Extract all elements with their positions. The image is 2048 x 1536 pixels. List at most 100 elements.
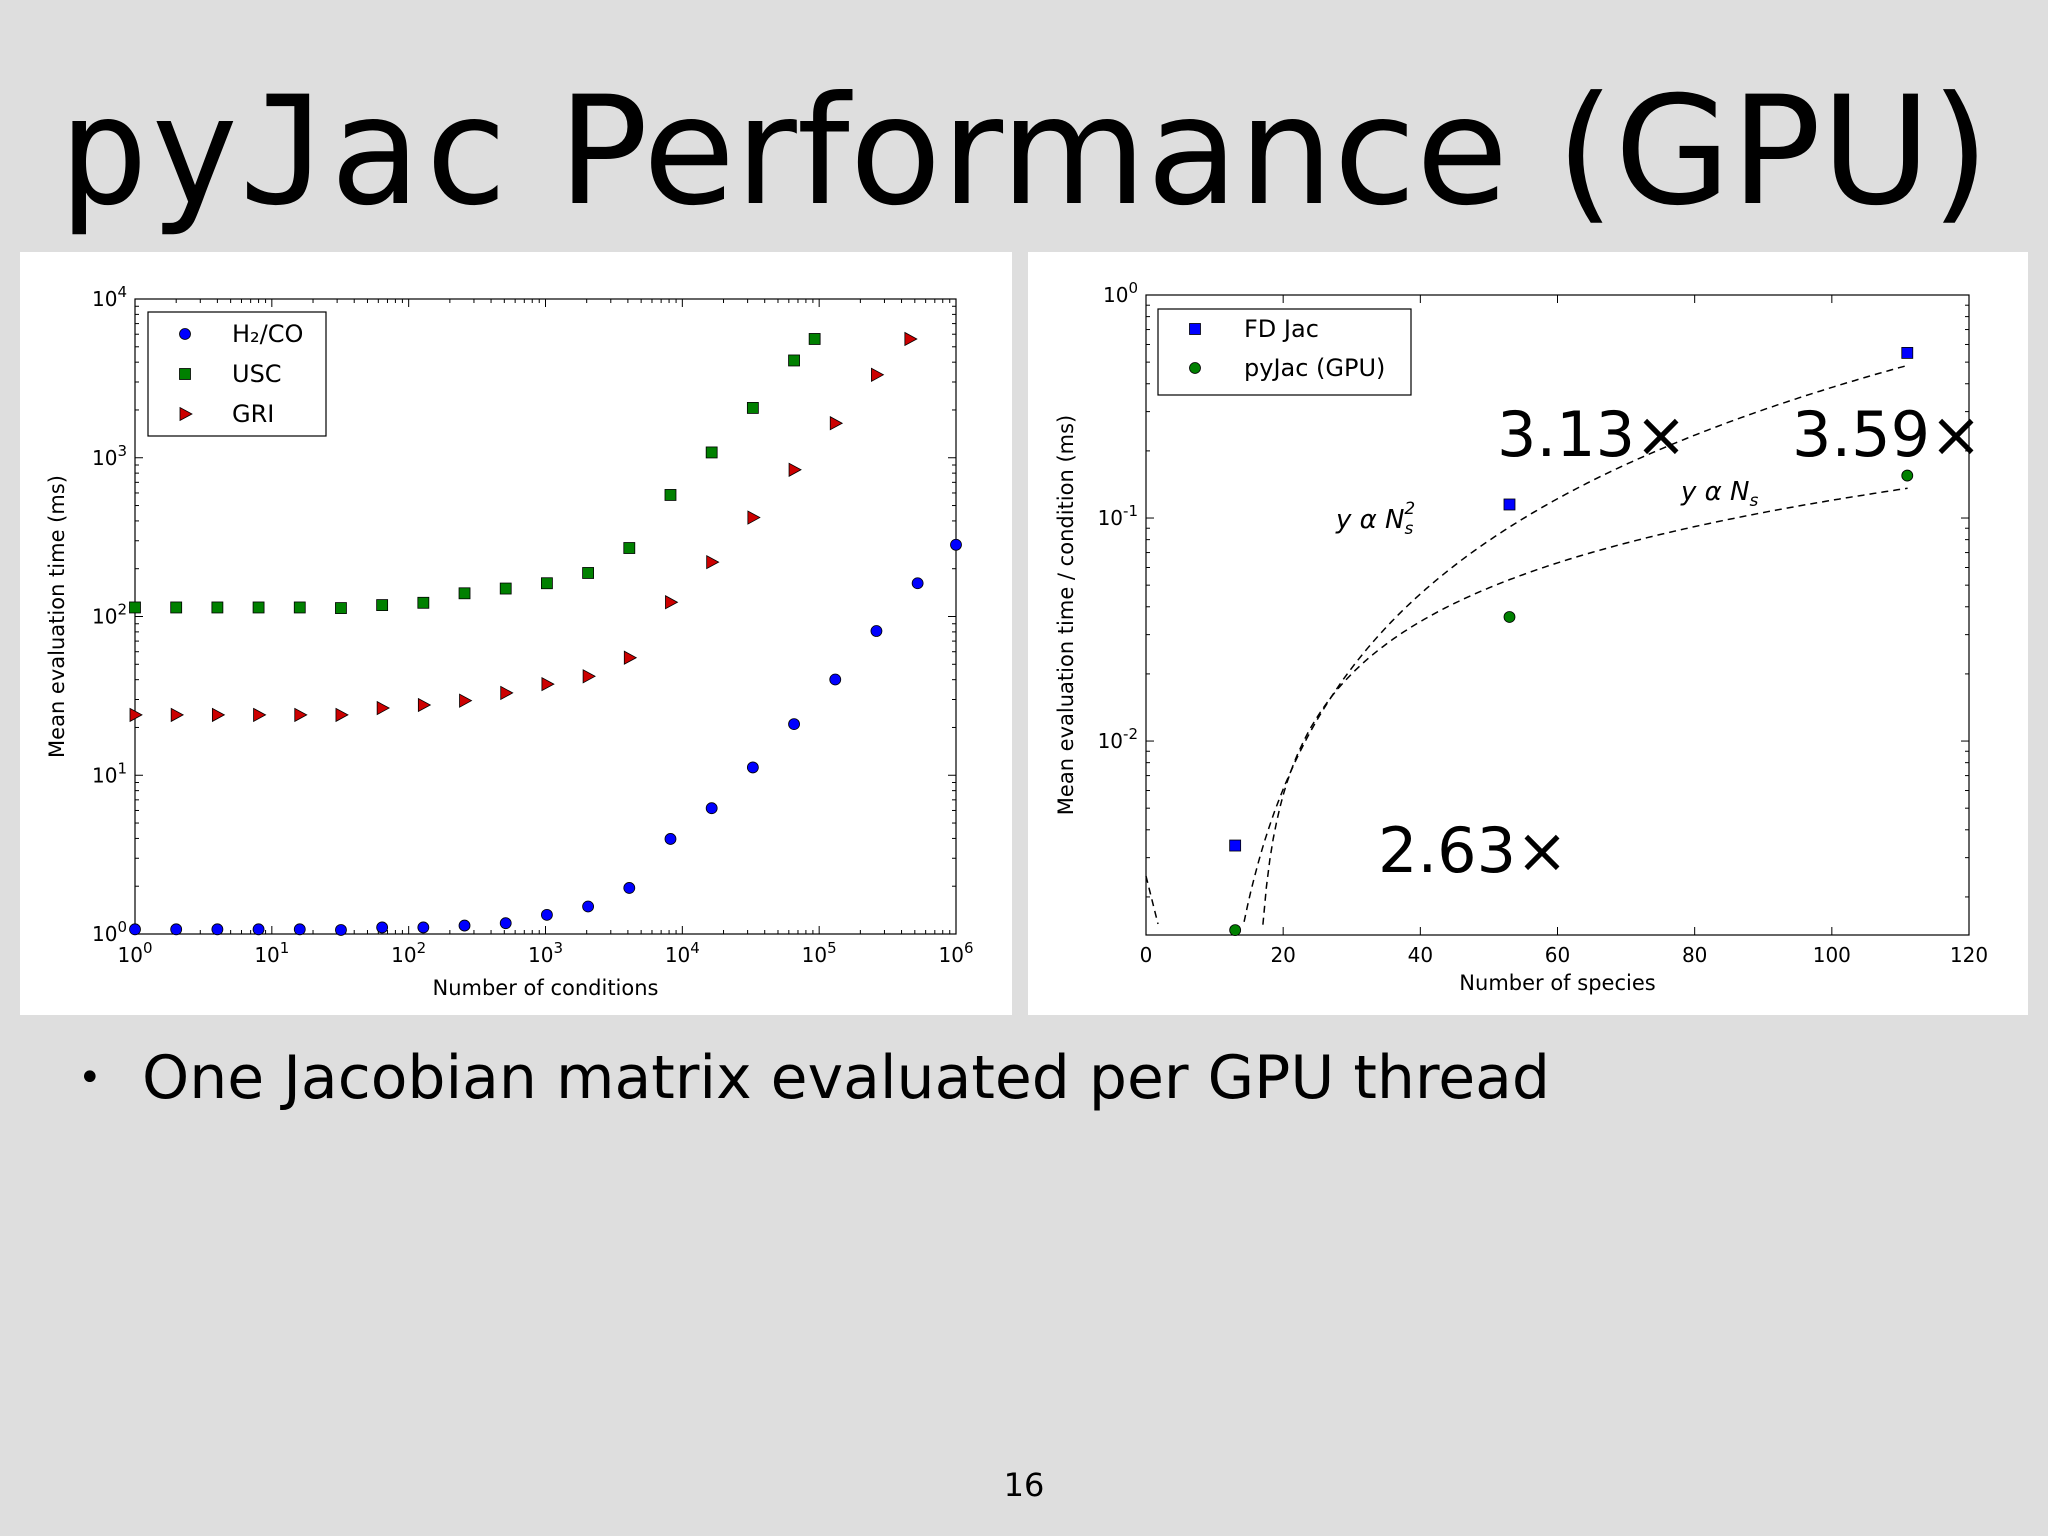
chart-panel-species: 0 20 40 60 80 100 120 100 10-1 10-2 Number of spec… — [1028, 252, 2028, 1015]
y-tick-label: 101 — [92, 759, 127, 787]
slide-title-code: pyJac — [58, 65, 511, 239]
data-point — [129, 601, 141, 614]
x-tick-label: 100 — [118, 939, 153, 967]
x-tick-label: 103 — [528, 939, 563, 967]
data-point — [335, 707, 349, 723]
x-axis-label: Number of conditions — [433, 976, 659, 1000]
data-point — [747, 510, 761, 525]
data-point — [417, 921, 430, 934]
x-tick-label: 105 — [802, 939, 837, 967]
data-point — [665, 595, 679, 610]
data-point — [904, 331, 918, 347]
data-point — [376, 700, 390, 716]
data-point — [293, 923, 306, 936]
data-point — [499, 917, 512, 930]
data-point — [664, 833, 677, 845]
legend-marker — [179, 368, 191, 380]
chart-conditions: 100 101 102 103 104 105 106100101102103104Numb… — [45, 283, 974, 1000]
data-point — [829, 673, 842, 686]
plot-markers — [129, 331, 962, 936]
data-point — [1229, 839, 1242, 852]
speedup-annotation: 3.13× — [1497, 398, 1687, 471]
x-tick-label: 102 — [391, 939, 426, 967]
data-point — [788, 718, 800, 730]
data-point — [417, 697, 432, 713]
y-tick-label: 100 — [1103, 279, 1138, 307]
y-tick-label: 10-2 — [1098, 725, 1138, 753]
fit-label-quadratic: y α Ns2 — [1335, 499, 1415, 539]
legend-marker — [1189, 362, 1201, 374]
x-tick-label: 80 — [1682, 943, 1707, 967]
fit-line-linear — [1262, 487, 1908, 925]
data-point — [541, 577, 553, 590]
legend-label: pyJac (GPU) — [1244, 354, 1385, 382]
data-point — [582, 900, 595, 913]
data-point — [129, 923, 141, 936]
legend-marker — [179, 406, 193, 422]
bullet-dot-icon: • — [78, 1055, 102, 1101]
data-point — [376, 921, 389, 934]
data-point — [211, 601, 224, 614]
data-point — [1901, 469, 1914, 482]
speedup-annotation: 2.63× — [1378, 814, 1568, 887]
x-tick-label: 106 — [939, 939, 974, 967]
y-tick-label: 103 — [92, 442, 127, 470]
y-tick-label: 10-1 — [1098, 502, 1138, 530]
legend-label: USC — [232, 360, 282, 388]
chart-species: 0 20 40 60 80 100 120 100 10-1 10-2 Number of spec… — [1054, 279, 1988, 995]
plot-markers — [1229, 347, 1914, 937]
slide-title-text: Performance (GPU) — [510, 65, 1990, 239]
data-point — [1503, 498, 1516, 511]
x-tick-label: 104 — [665, 939, 700, 967]
data-point — [582, 669, 596, 684]
data-point — [253, 707, 267, 723]
y-tick-label: 102 — [92, 601, 127, 629]
legend-label: FD Jac — [1244, 315, 1319, 343]
legend: H₂/CO USC GRI — [147, 311, 327, 437]
data-point — [705, 446, 718, 459]
legend-marker — [179, 328, 191, 340]
data-point — [829, 416, 844, 431]
y-tick-label: 100 — [92, 918, 127, 946]
speedup-annotation: 3.59× — [1792, 398, 1982, 471]
data-point — [788, 462, 802, 477]
chart-panel-conditions: 100 101 102 103 104 105 106 100 101 102 103 104 Numb… — [20, 252, 1012, 1015]
data-point — [582, 567, 595, 579]
data-point — [746, 761, 759, 774]
data-point — [706, 554, 720, 570]
data-point — [499, 582, 512, 595]
data-point — [1503, 611, 1516, 623]
fit-line-quadratic-tail — [1145, 875, 1159, 925]
data-point — [211, 923, 224, 936]
data-point — [1229, 924, 1242, 937]
data-point — [459, 693, 473, 708]
x-tick-label: 0 — [1140, 943, 1153, 967]
x-tick-label: 120 — [1950, 943, 1988, 967]
legend-box — [147, 311, 327, 437]
data-point — [911, 577, 924, 590]
y-tick-label: 104 — [92, 283, 127, 311]
legend: FD Jac pyJac (GPU) — [1157, 308, 1412, 396]
data-point — [541, 908, 553, 921]
x-tick-label: 20 — [1270, 943, 1295, 967]
data-point — [623, 542, 636, 554]
slide-title: pyJac Performance (GPU) — [0, 62, 2048, 242]
fit-line-quadratic — [1243, 364, 1910, 922]
data-point — [376, 599, 389, 611]
data-point — [541, 676, 555, 692]
bullet-text: One Jacobian matrix evaluated per GPU th… — [142, 1043, 1551, 1113]
data-point — [870, 625, 883, 637]
data-point — [335, 924, 347, 936]
data-point — [458, 587, 471, 600]
bullet-item: • One Jacobian matrix evaluated per GPU t… — [78, 1038, 1550, 1118]
data-point — [458, 919, 471, 932]
legend-marker — [1189, 323, 1201, 335]
data-point — [170, 601, 183, 614]
data-point — [746, 402, 759, 414]
fit-label-linear: y α Ns — [1680, 477, 1759, 511]
data-point — [252, 601, 265, 614]
data-point — [417, 596, 430, 609]
data-point — [170, 923, 183, 936]
data-point — [129, 707, 143, 723]
data-point — [293, 601, 306, 614]
